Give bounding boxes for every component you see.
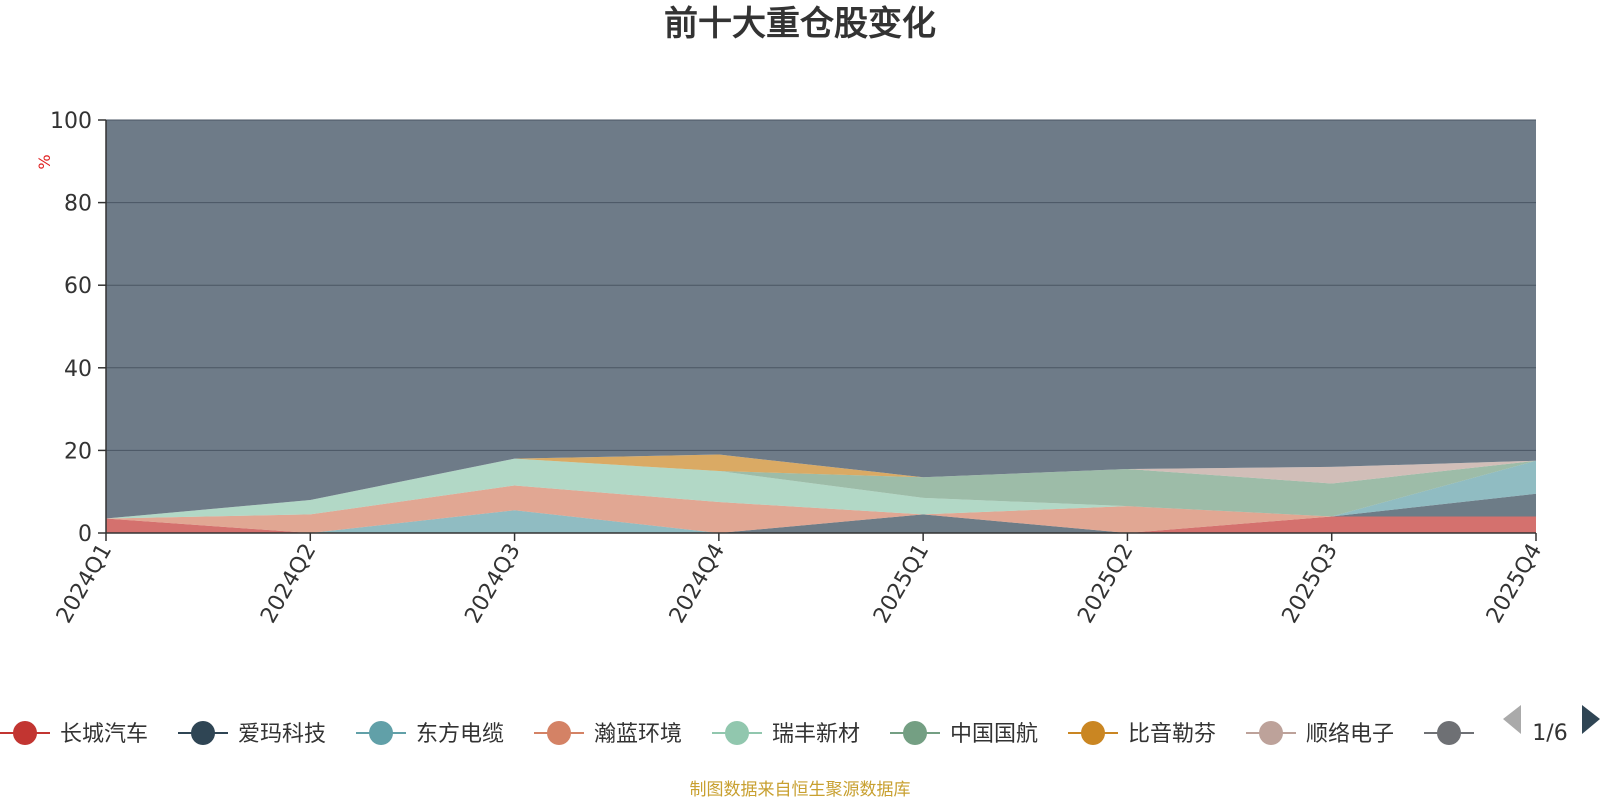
- legend-pager: 1/6: [1503, 705, 1600, 746]
- legend-label: 瑞丰新材: [772, 722, 860, 747]
- series-area-4: [106, 460, 1536, 533]
- legend-label: 东方电缆: [416, 722, 504, 747]
- x-tick-label: 2024Q3: [460, 540, 525, 628]
- y-axis-label: %: [35, 154, 54, 169]
- legend-marker-icon: [1081, 721, 1105, 745]
- legend-marker-icon: [547, 721, 571, 745]
- legend-item[interactable]: 爱玛科技: [178, 721, 326, 747]
- x-tick-label: 2024Q1: [52, 540, 117, 628]
- chart-title: 前十大重仓股变化: [664, 4, 936, 44]
- legend-marker-icon: [13, 721, 37, 745]
- x-tick-label: 2025Q3: [1278, 540, 1343, 628]
- legend-item[interactable]: 瑞丰新材: [712, 721, 860, 747]
- legend-item[interactable]: 中国国航: [890, 721, 1038, 747]
- x-tick-label: 2024Q2: [256, 540, 321, 628]
- x-tick-label: 2025Q4: [1482, 540, 1547, 628]
- series-area-7: [106, 454, 1536, 519]
- series-area-remaining: [106, 120, 1536, 519]
- source-note: 制图数据来自恒生聚源数据库: [690, 780, 911, 800]
- y-tick-label: 20: [64, 439, 92, 464]
- legend-label: 顺络电子: [1306, 722, 1394, 747]
- legend-item[interactable]: 瀚蓝环境: [534, 721, 682, 747]
- legend-marker-icon: [1259, 721, 1283, 745]
- legend[interactable]: 长城汽车 爱玛科技 东方电缆 瀚蓝环境 瑞丰新材 中国国航 比音勒芬 顺络电子: [0, 721, 1474, 747]
- legend-label: 中国国航: [950, 722, 1038, 747]
- legend-label: 长城汽车: [60, 722, 148, 747]
- legend-label: 比音勒芬: [1128, 722, 1216, 747]
- legend-marker-icon: [369, 721, 393, 745]
- legend-page-indicator: 1/6: [1532, 721, 1567, 746]
- legend-item-truncated[interactable]: [1424, 721, 1474, 745]
- x-tick-label: 2024Q4: [665, 540, 730, 628]
- legend-marker-icon: [903, 721, 927, 745]
- legend-item[interactable]: 东方电缆: [356, 721, 504, 747]
- y-tick-label: 100: [50, 109, 92, 134]
- legend-marker-icon: [191, 721, 215, 745]
- prev-page-arrow-icon[interactable]: [1503, 705, 1521, 734]
- legend-marker-icon: [725, 721, 749, 745]
- legend-label: 瀚蓝环境: [594, 722, 682, 747]
- series-area-5: [106, 458, 1536, 519]
- legend-item[interactable]: 顺络电子: [1246, 721, 1394, 747]
- legend-marker-icon: [1437, 721, 1461, 745]
- y-tick-label: 0: [78, 522, 92, 547]
- y-tick-label: 80: [64, 192, 92, 217]
- next-page-arrow-icon[interactable]: [1582, 705, 1600, 734]
- legend-item[interactable]: 比音勒芬: [1068, 721, 1216, 747]
- legend-label: 爱玛科技: [238, 722, 326, 747]
- grid-lines: [106, 119, 1536, 451]
- series-area-8: [106, 454, 1536, 519]
- series-area-2: [106, 493, 1536, 533]
- series-area-6: [106, 458, 1536, 519]
- x-tick-label: 2025Q1: [869, 540, 934, 628]
- series-areas: [106, 120, 1536, 533]
- y-tick-label: 60: [64, 274, 92, 299]
- x-tick-label: 2025Q2: [1073, 540, 1138, 628]
- legend-item[interactable]: 长城汽车: [0, 721, 148, 747]
- y-tick-label: 40: [64, 357, 92, 382]
